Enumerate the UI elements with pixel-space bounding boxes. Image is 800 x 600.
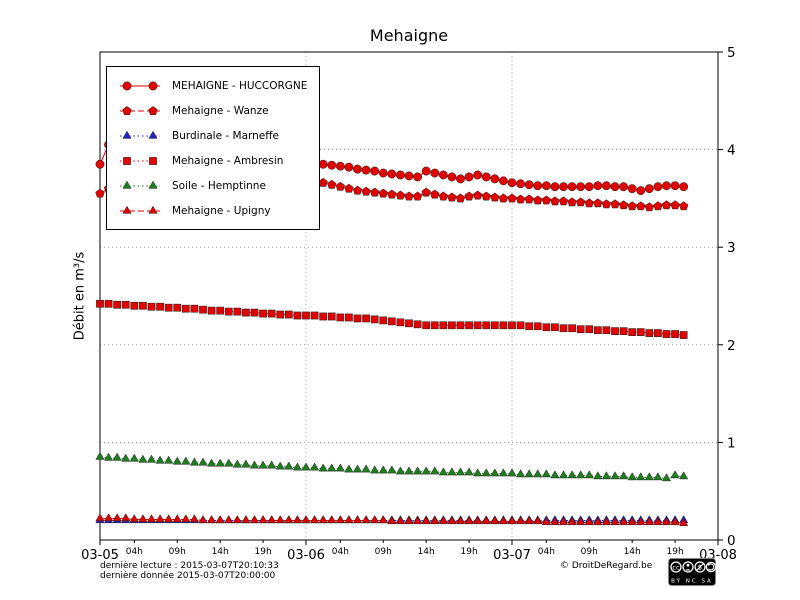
svg-text:19h: 19h: [255, 547, 272, 557]
svg-text:1: 1: [727, 435, 736, 451]
legend-item: Soile - Hemptinne: [111, 173, 315, 198]
series-soile-hemptinne: [95, 451, 689, 482]
svg-text:03-07: 03-07: [493, 548, 531, 563]
legend-sample-wanze: [120, 105, 160, 115]
copyright-text: © DroitDeRegard.be: [560, 561, 653, 571]
svg-text:04h: 04h: [332, 547, 349, 557]
legend-label: Soile - Hemptinne: [172, 179, 266, 192]
last-data-text: dernière donnée 2015-03-07T20:00:00: [100, 571, 276, 581]
y-axis-label: Débit en m³/s: [72, 251, 88, 341]
legend-label: Mehaigne - Wanze: [172, 104, 269, 117]
series-mehaigne-ambresin: [96, 299, 688, 339]
legend-label: MEHAIGNE - HUCCORGNE: [172, 79, 308, 92]
svg-text:09h: 09h: [375, 547, 392, 557]
legend-item: Burdinale - Marneffe: [111, 123, 315, 148]
svg-text:03-06: 03-06: [287, 548, 325, 563]
svg-text:4: 4: [727, 143, 736, 159]
legend-item: Mehaigne - Upigny: [111, 198, 315, 223]
legend-item: Mehaigne - Wanze: [111, 98, 315, 123]
series-mehaigne-upigny: [95, 513, 689, 527]
legend: MEHAIGNE - HUCCORGNE Mehaigne - Wanze Bu…: [106, 66, 320, 230]
svg-text:3: 3: [727, 240, 736, 256]
legend-sample-hemptinne: [120, 180, 160, 189]
svg-text:5: 5: [727, 45, 736, 61]
svg-text:09h: 09h: [169, 547, 186, 557]
legend-label: Mehaigne - Upigny: [172, 204, 271, 217]
legend-item: MEHAIGNE - HUCCORGNE: [111, 73, 315, 98]
legend-item: Mehaigne - Ambresin: [111, 148, 315, 173]
svg-text:19h: 19h: [461, 547, 478, 557]
svg-text:04h: 04h: [126, 547, 143, 557]
grid-lines: [100, 52, 718, 540]
svg-text:cc: cc: [672, 564, 680, 572]
svg-text:19h: 19h: [667, 547, 684, 557]
cc-license-text: BY NC SA: [671, 579, 713, 585]
svg-text:14h: 14h: [418, 547, 435, 557]
legend-label: Mehaigne - Ambresin: [172, 154, 284, 167]
svg-text:14h: 14h: [624, 547, 641, 557]
svg-text:03-05: 03-05: [81, 548, 119, 563]
legend-sample-ambresin: [120, 156, 160, 165]
svg-text:2: 2: [727, 338, 736, 354]
chart-title: Mehaigne: [369, 26, 449, 45]
svg-text:0: 0: [727, 533, 736, 549]
legend-sample-huccorgne: [120, 81, 160, 90]
svg-text:09h: 09h: [581, 547, 598, 557]
legend-label: Burdinale - Marneffe: [172, 129, 279, 142]
legend-sample-upigny: [120, 205, 160, 214]
last-read-text: dernière lecture : 2015-03-07T20:10:33: [100, 561, 279, 571]
svg-text:04h: 04h: [538, 547, 555, 557]
legend-sample-marneffe: [120, 130, 160, 139]
svg-text:14h: 14h: [212, 547, 229, 557]
cc-license-badge: cc $ BY NC SA: [668, 558, 716, 586]
